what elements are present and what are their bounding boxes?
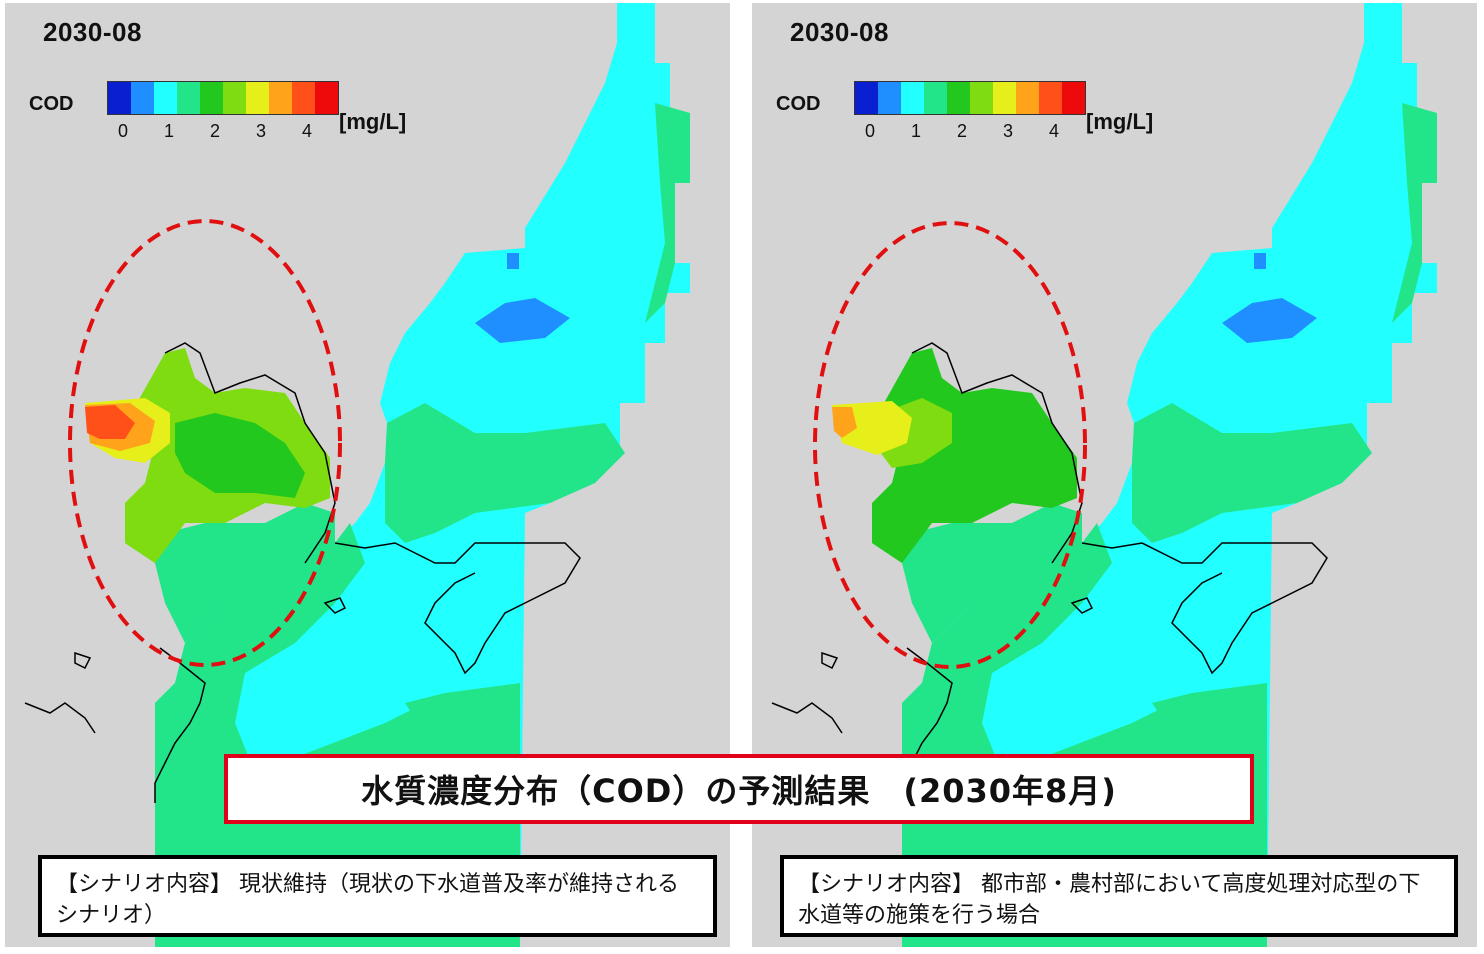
legend-swatch	[315, 82, 338, 114]
legend-swatch	[131, 82, 154, 114]
legend-tick: 2	[956, 121, 967, 141]
legend-swatch	[177, 82, 200, 114]
scenario-box-left: 【シナリオ内容】 現状維持（現状の下水道普及率が維持されるシナリオ）	[38, 855, 717, 937]
legend-swatch	[1039, 82, 1062, 114]
green-east-edge	[645, 103, 690, 323]
green-coast-strip	[1132, 403, 1372, 543]
date-label: 2030-08	[790, 17, 889, 47]
legend-tick: 1	[163, 121, 174, 141]
legend-tick: 4	[1048, 121, 1059, 141]
legend-swatch	[993, 82, 1016, 114]
green-band-east	[1152, 683, 1267, 743]
legend-tick: 3	[1002, 121, 1013, 141]
coastlines	[24, 342, 581, 803]
legend-tick: 0	[117, 121, 128, 141]
legend-swatch	[855, 82, 878, 114]
legend-tick: 3	[255, 121, 266, 141]
bay-green	[872, 503, 1082, 643]
green-band	[902, 523, 1267, 947]
legend-tick: 1	[910, 121, 921, 141]
scenario-box-right: 【シナリオ内容】 都市部・農村部において高度処理対応型の下水道等の施策を行う場合	[780, 855, 1458, 937]
bay-green-inner	[175, 413, 305, 498]
cod-map-right	[771, 3, 1437, 947]
legend-ticks: 0 1 2 3 4	[107, 121, 317, 143]
bay-redorange	[85, 405, 135, 439]
low-cod-patch	[1222, 298, 1317, 343]
low-cod-patch	[475, 298, 570, 343]
legend-ticks: 0 1 2 3 4	[854, 121, 1064, 143]
date-label: 2030-08	[43, 17, 142, 47]
low-cod-cell	[507, 253, 519, 269]
legend-tick: 0	[864, 121, 875, 141]
legend-swatch	[1062, 82, 1085, 114]
legend-swatch	[108, 82, 131, 114]
legend-colorbar	[854, 81, 1086, 115]
legend-swatch	[878, 82, 901, 114]
legend-unit: [mg/L]	[1086, 109, 1154, 134]
legend-swatch	[223, 82, 246, 114]
legend-tick: 2	[209, 121, 220, 141]
legend-label: COD	[776, 93, 821, 115]
green-band-east	[405, 683, 520, 743]
legend-swatch	[924, 82, 947, 114]
legend-swatch	[246, 82, 269, 114]
legend-tick: 4	[301, 121, 312, 141]
highlight-ellipse	[813, 221, 1087, 669]
bay-orange	[832, 407, 857, 438]
green-east-edge	[1392, 103, 1437, 323]
legend-swatch	[154, 82, 177, 114]
legend-swatch	[1016, 82, 1039, 114]
legend-swatch	[200, 82, 223, 114]
legend-unit: [mg/L]	[339, 109, 407, 134]
legend-swatch	[901, 82, 924, 114]
cod-map-left	[24, 3, 690, 947]
legend-swatch	[970, 82, 993, 114]
legend-label: COD	[29, 93, 74, 115]
legend-swatch	[947, 82, 970, 114]
main-title: 水質濃度分布（COD）の予測結果 (2030年8月)	[224, 754, 1254, 824]
map-panel-left: 2030-08 COD 0 1 2 3 4 [mg/L]	[5, 3, 730, 947]
legend-swatch	[269, 82, 292, 114]
legend-swatch	[292, 82, 315, 114]
green-band	[155, 523, 520, 947]
highlight-ellipse	[68, 219, 342, 667]
bay-green	[125, 503, 335, 643]
low-cod-cell	[1254, 253, 1266, 269]
green-coast-strip	[385, 403, 625, 543]
legend-colorbar	[107, 81, 339, 115]
